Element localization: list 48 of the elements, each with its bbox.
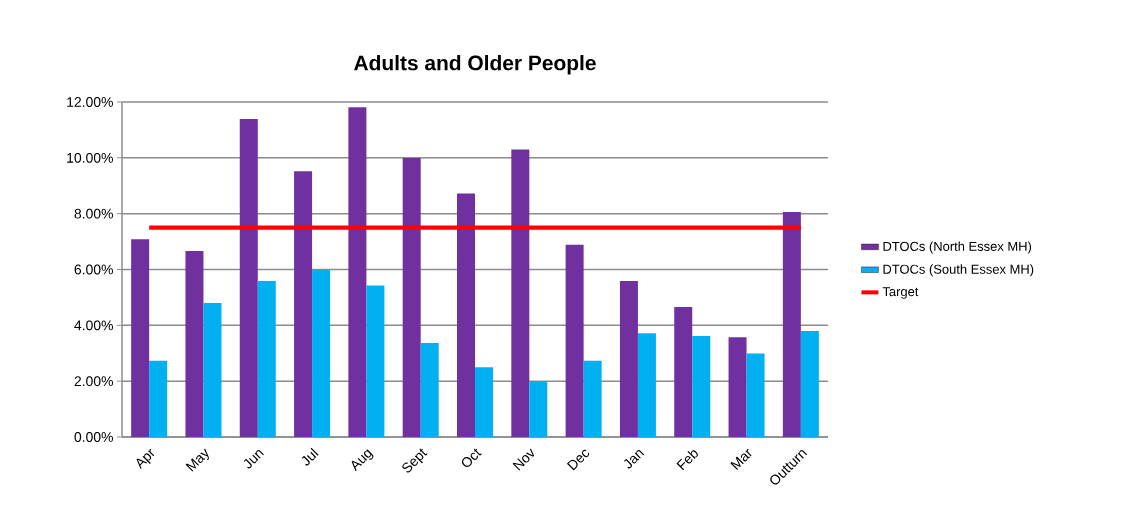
- legend-label: Target: [882, 287, 919, 299]
- x-tick-label: Apr: [136, 448, 155, 470]
- bar: [131, 239, 150, 437]
- bar: [457, 193, 475, 437]
- legend-label: DTOCs (North Essex MH): [883, 241, 1032, 254]
- y-tick-label: 12.00%: [67, 97, 113, 107]
- bar: [746, 353, 765, 437]
- bar: [674, 306, 693, 437]
- bar: [420, 342, 439, 437]
- bar: [257, 280, 276, 437]
- bar: [475, 367, 493, 437]
- bar: [565, 244, 584, 437]
- x-tick-label: Mar: [730, 448, 752, 470]
- x-tick-label: Jan: [624, 449, 645, 469]
- x-tick-label: Dec: [566, 449, 590, 471]
- y-tick-label: 4.00%: [74, 320, 113, 331]
- x-tick-label: Aug: [351, 449, 374, 472]
- bar: [239, 119, 258, 437]
- bar: [619, 280, 638, 437]
- x-tick-label: May: [185, 448, 209, 472]
- bar: [366, 285, 385, 437]
- bar: [511, 149, 530, 437]
- x-tick-label: Feb: [676, 450, 698, 471]
- bar: [728, 337, 747, 437]
- bar: [529, 381, 548, 437]
- y-tick-label: 2.00%: [74, 376, 113, 387]
- bar: [800, 330, 819, 437]
- bar: [149, 360, 168, 437]
- bar: [402, 158, 421, 437]
- y-tick-label: 6.00%: [74, 264, 113, 275]
- x-tick-label: Nov: [512, 448, 535, 471]
- y-tick-label: 0.00%: [74, 432, 113, 442]
- bar: [782, 211, 801, 437]
- x-tick-label: Oct: [461, 448, 482, 468]
- x-tick-label: Jun: [243, 449, 264, 469]
- bar: [294, 171, 313, 437]
- bar: [583, 360, 602, 437]
- x-tick-label: Jul: [301, 447, 319, 466]
- y-tick-label: 8.00%: [74, 208, 113, 219]
- bar: [637, 333, 656, 437]
- bar: [312, 270, 331, 437]
- bar: [185, 251, 204, 437]
- legend-label: DTOCs (South Essex MH): [883, 264, 1034, 277]
- bar: [692, 335, 711, 437]
- bar: [203, 303, 222, 437]
- bar: [348, 107, 367, 437]
- y-tick-label: 10.00%: [67, 152, 113, 163]
- chart-title: Adults and Older People: [354, 55, 596, 75]
